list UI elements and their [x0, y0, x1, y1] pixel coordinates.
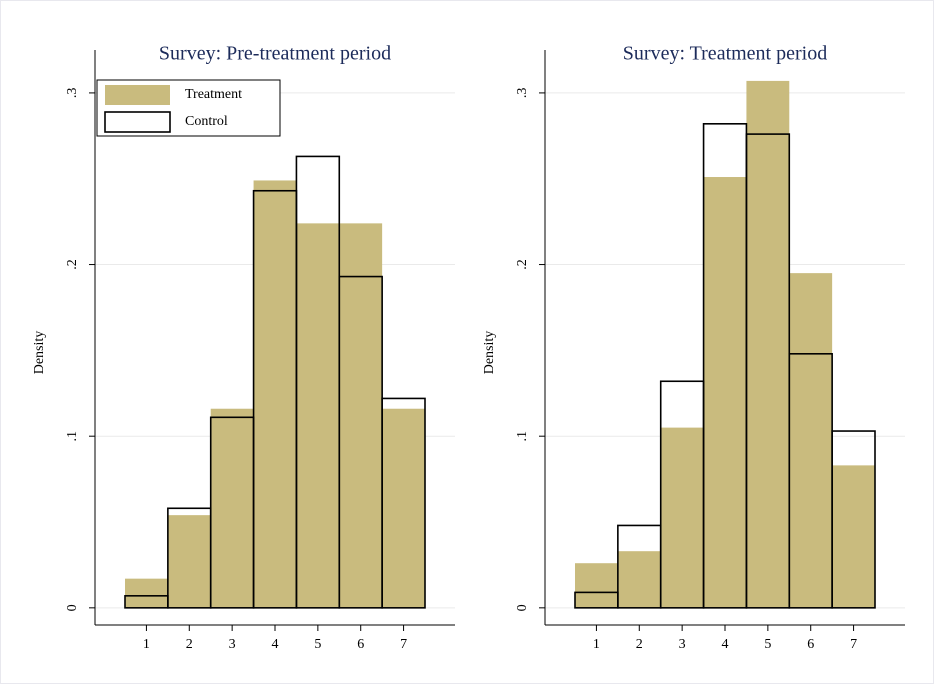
x-tick-label: 4 [722, 637, 729, 652]
x-tick-label: 1 [593, 637, 600, 652]
histogram-bar [296, 223, 340, 608]
y-tick-label: .3 [65, 88, 80, 99]
histogram-bar [210, 408, 254, 608]
x-tick-label: 6 [357, 637, 364, 652]
chart-title: Survey: Pre-treatment period [159, 43, 391, 65]
histogram-bar [253, 180, 297, 608]
legend-swatch [104, 111, 171, 133]
x-tick-label: 2 [636, 637, 643, 652]
x-tick-label: 7 [850, 637, 857, 652]
x-tick-label: 3 [679, 637, 686, 652]
histogram-bar [660, 427, 704, 608]
x-tick-label: 3 [229, 637, 236, 652]
y-tick-label: .1 [515, 431, 530, 442]
x-tick-label: 5 [314, 637, 321, 652]
histogram-bar [167, 515, 211, 608]
y-tick-label: .3 [515, 88, 530, 99]
y-tick-label: .1 [65, 431, 80, 442]
histogram-bar [381, 397, 426, 609]
y-axis-label: Density [32, 331, 47, 375]
x-tick-label: 1 [143, 637, 150, 652]
legend-swatch [105, 85, 170, 105]
histogram-bar [575, 563, 618, 608]
y-axis-label: Density [482, 331, 497, 375]
histogram-bar [125, 578, 168, 608]
histogram-bar [746, 80, 790, 608]
x-tick-label: 5 [764, 637, 771, 652]
x-tick-label: 4 [272, 637, 279, 652]
y-tick-label: 0 [65, 604, 80, 611]
histogram-bar [617, 551, 661, 608]
histogram-bar [703, 177, 747, 608]
legend-label: Treatment [185, 87, 242, 102]
histogram-bar [339, 223, 383, 608]
histogram-bar [832, 465, 875, 608]
y-tick-label: .2 [65, 259, 80, 270]
x-tick-label: 7 [400, 637, 407, 652]
y-tick-label: .2 [515, 259, 530, 270]
legend-label: Control [185, 114, 228, 129]
histogram-bar [831, 430, 876, 609]
x-tick-label: 6 [807, 637, 814, 652]
histogram-bar [382, 408, 425, 608]
chart-title: Survey: Treatment period [623, 43, 827, 65]
x-tick-label: 2 [186, 637, 193, 652]
histogram-bar [789, 273, 833, 608]
y-tick-label: 0 [515, 604, 530, 611]
